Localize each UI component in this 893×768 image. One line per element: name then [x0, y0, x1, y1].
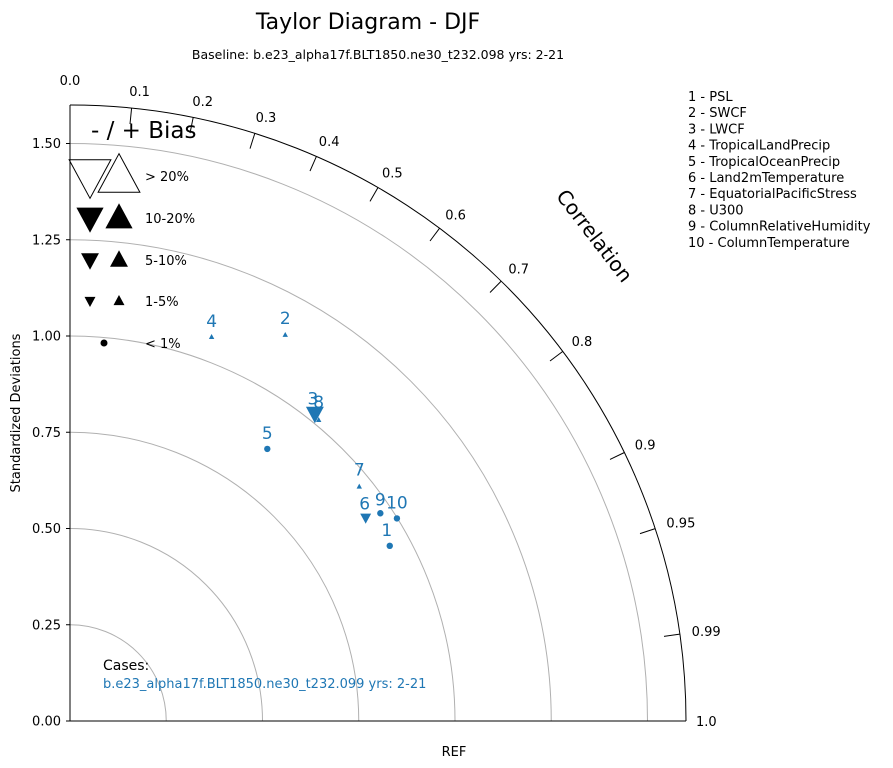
- correlation-tick-mark: [549, 350, 564, 362]
- correlation-arc: [69, 104, 687, 722]
- correlation-tick-mark: [129, 108, 133, 125]
- data-point: [305, 406, 324, 424]
- correlation-tick-mark: [489, 280, 502, 293]
- variable-legend-item: 6 - Land2mTemperature: [688, 171, 844, 186]
- bias-legend-label: 5-10%: [145, 254, 187, 269]
- data-point: [393, 515, 401, 522]
- bias-legend: - / + Bias > 20% 10-20% 5-10% 1-5% < 1%: [68, 118, 197, 352]
- data-point-label: 9: [375, 490, 386, 510]
- y-tick-label: 0.25: [32, 618, 61, 633]
- bias-legend-down-triangle-icon: [81, 253, 99, 270]
- data-point: [386, 542, 393, 550]
- correlation-tick-label: 0.95: [666, 517, 695, 532]
- correlation-tick-label: 0.5: [382, 167, 403, 182]
- data-point: [208, 333, 215, 339]
- data-point: [360, 513, 372, 524]
- data-point-label: 2: [280, 309, 291, 329]
- bias-legend-dot-icon: [100, 339, 108, 347]
- correlation-tick-label: 1.0: [696, 715, 717, 730]
- bias-legend-down-triangle-icon: [76, 207, 104, 233]
- bias-legend-up-triangle-icon: [97, 152, 141, 193]
- variable-legend-item: 5 - TropicalOceanPrecip: [688, 155, 840, 170]
- y-axis-label: Standardized Deviations: [9, 333, 24, 492]
- chart-subtitle: Baseline: b.e23_alpha17f.BLT1850.ne30_t2…: [192, 47, 564, 62]
- bias-legend-label: 1-5%: [145, 295, 179, 310]
- case-entry: b.e23_alpha17f.BLT1850.ne30_t232.099 yrs…: [103, 677, 426, 692]
- axes: [69, 104, 687, 722]
- correlation-tick-label: 0.99: [692, 625, 721, 640]
- correlation-tick-label: 0.7: [508, 263, 529, 278]
- x-axis-label: REF: [442, 745, 467, 760]
- correlation-tick-mark: [309, 156, 317, 172]
- bias-legend-down-triangle-icon: [68, 159, 112, 200]
- chart-title: Taylor Diagram - DJF: [255, 10, 480, 35]
- std-gridline: [69, 239, 552, 722]
- bias-legend-up-triangle-icon: [110, 250, 128, 267]
- variable-legend-item: 2 - SWCF: [688, 106, 747, 121]
- bias-legend-title: - / + Bias: [91, 118, 197, 144]
- correlation-tick-mark: [189, 117, 194, 134]
- y-tick-label: 1.25: [32, 233, 61, 248]
- bias-legend-label: < 1%: [145, 337, 181, 352]
- correlation-label: Correlation: [551, 185, 637, 287]
- variable-legend-item: 4 - TropicalLandPrecip: [688, 139, 830, 154]
- correlation-tick-mark: [609, 452, 625, 460]
- data-point: [377, 510, 384, 517]
- variable-legend-item: 10 - ColumnTemperature: [688, 236, 850, 251]
- y-tick-label: 1.00: [32, 330, 61, 345]
- std-gridline: [69, 143, 648, 722]
- correlation-tick-mark: [429, 227, 441, 242]
- data-point-label: 4: [206, 312, 217, 332]
- y-tick-label: 1.50: [32, 137, 61, 152]
- data-point-label: 5: [262, 424, 273, 444]
- std-gridline: [69, 624, 167, 722]
- data-point: [315, 417, 322, 423]
- bias-legend-down-triangle-icon: [84, 296, 96, 308]
- correlation-tick-mark: [249, 133, 256, 149]
- data-point: [264, 445, 271, 453]
- data-point-label: 6: [359, 495, 370, 515]
- correlation-tick-label: 0.4: [319, 135, 340, 150]
- data-points: 1 2 3 4 5 6 7 8 9 10: [206, 309, 408, 550]
- correlation-tick-mark: [663, 633, 680, 637]
- correlation-tick-label: 0.6: [445, 208, 466, 223]
- std-gridlines: [69, 143, 648, 722]
- std-gridline: [69, 528, 263, 722]
- bias-legend-label: 10-20%: [145, 212, 195, 227]
- correlation-tick-label: 0.9: [635, 439, 656, 454]
- correlation-ticks: 0.0 0.1 0.2 0.3 0.4 0.5 0.6 0.7 0.8 0.9 0.95 0.99 1.…: [60, 74, 721, 730]
- data-point-label: 8: [313, 393, 324, 413]
- correlation-tick-label: 0.8: [572, 335, 593, 350]
- bias-legend-label: > 20%: [145, 170, 189, 185]
- std-gridline: [69, 335, 456, 722]
- correlation-tick-label: 0.0: [60, 74, 81, 89]
- data-point-label: 3: [307, 390, 318, 410]
- correlation-tick-label: 0.2: [192, 95, 213, 110]
- y-tick-label: 0.00: [32, 715, 61, 730]
- data-point-label: 10: [386, 493, 408, 513]
- variable-legend-item: 3 - LWCF: [688, 122, 745, 137]
- bias-legend-up-triangle-icon: [113, 294, 125, 306]
- correlation-tick-label: 0.1: [129, 85, 150, 100]
- variable-legend-item: 7 - EquatorialPacificStress: [688, 187, 857, 202]
- bias-legend-up-triangle-icon: [105, 203, 133, 229]
- data-point: [356, 483, 362, 489]
- y-tick-label: 0.75: [32, 426, 61, 441]
- variable-legend-item: 8 - U300: [688, 203, 744, 218]
- data-point-label: 7: [354, 461, 365, 481]
- y-tick-label: 0.50: [32, 522, 61, 537]
- correlation-tick-mark: [369, 187, 379, 202]
- correlation-tick-label: 0.3: [256, 111, 277, 126]
- cases-header: Cases:: [103, 658, 149, 674]
- variable-legend-item: 1 - PSL: [688, 90, 733, 105]
- correlation-tick-mark: [639, 528, 656, 535]
- data-point-label: 1: [381, 521, 392, 541]
- variable-legend-item: 9 - ColumnRelativeHumidity: [688, 220, 871, 235]
- std-gridline: [69, 431, 360, 722]
- y-axis-ticks: 0.00 0.25 0.50 0.75 1.00 1.25 1.50: [32, 137, 70, 730]
- data-point: [282, 331, 288, 337]
